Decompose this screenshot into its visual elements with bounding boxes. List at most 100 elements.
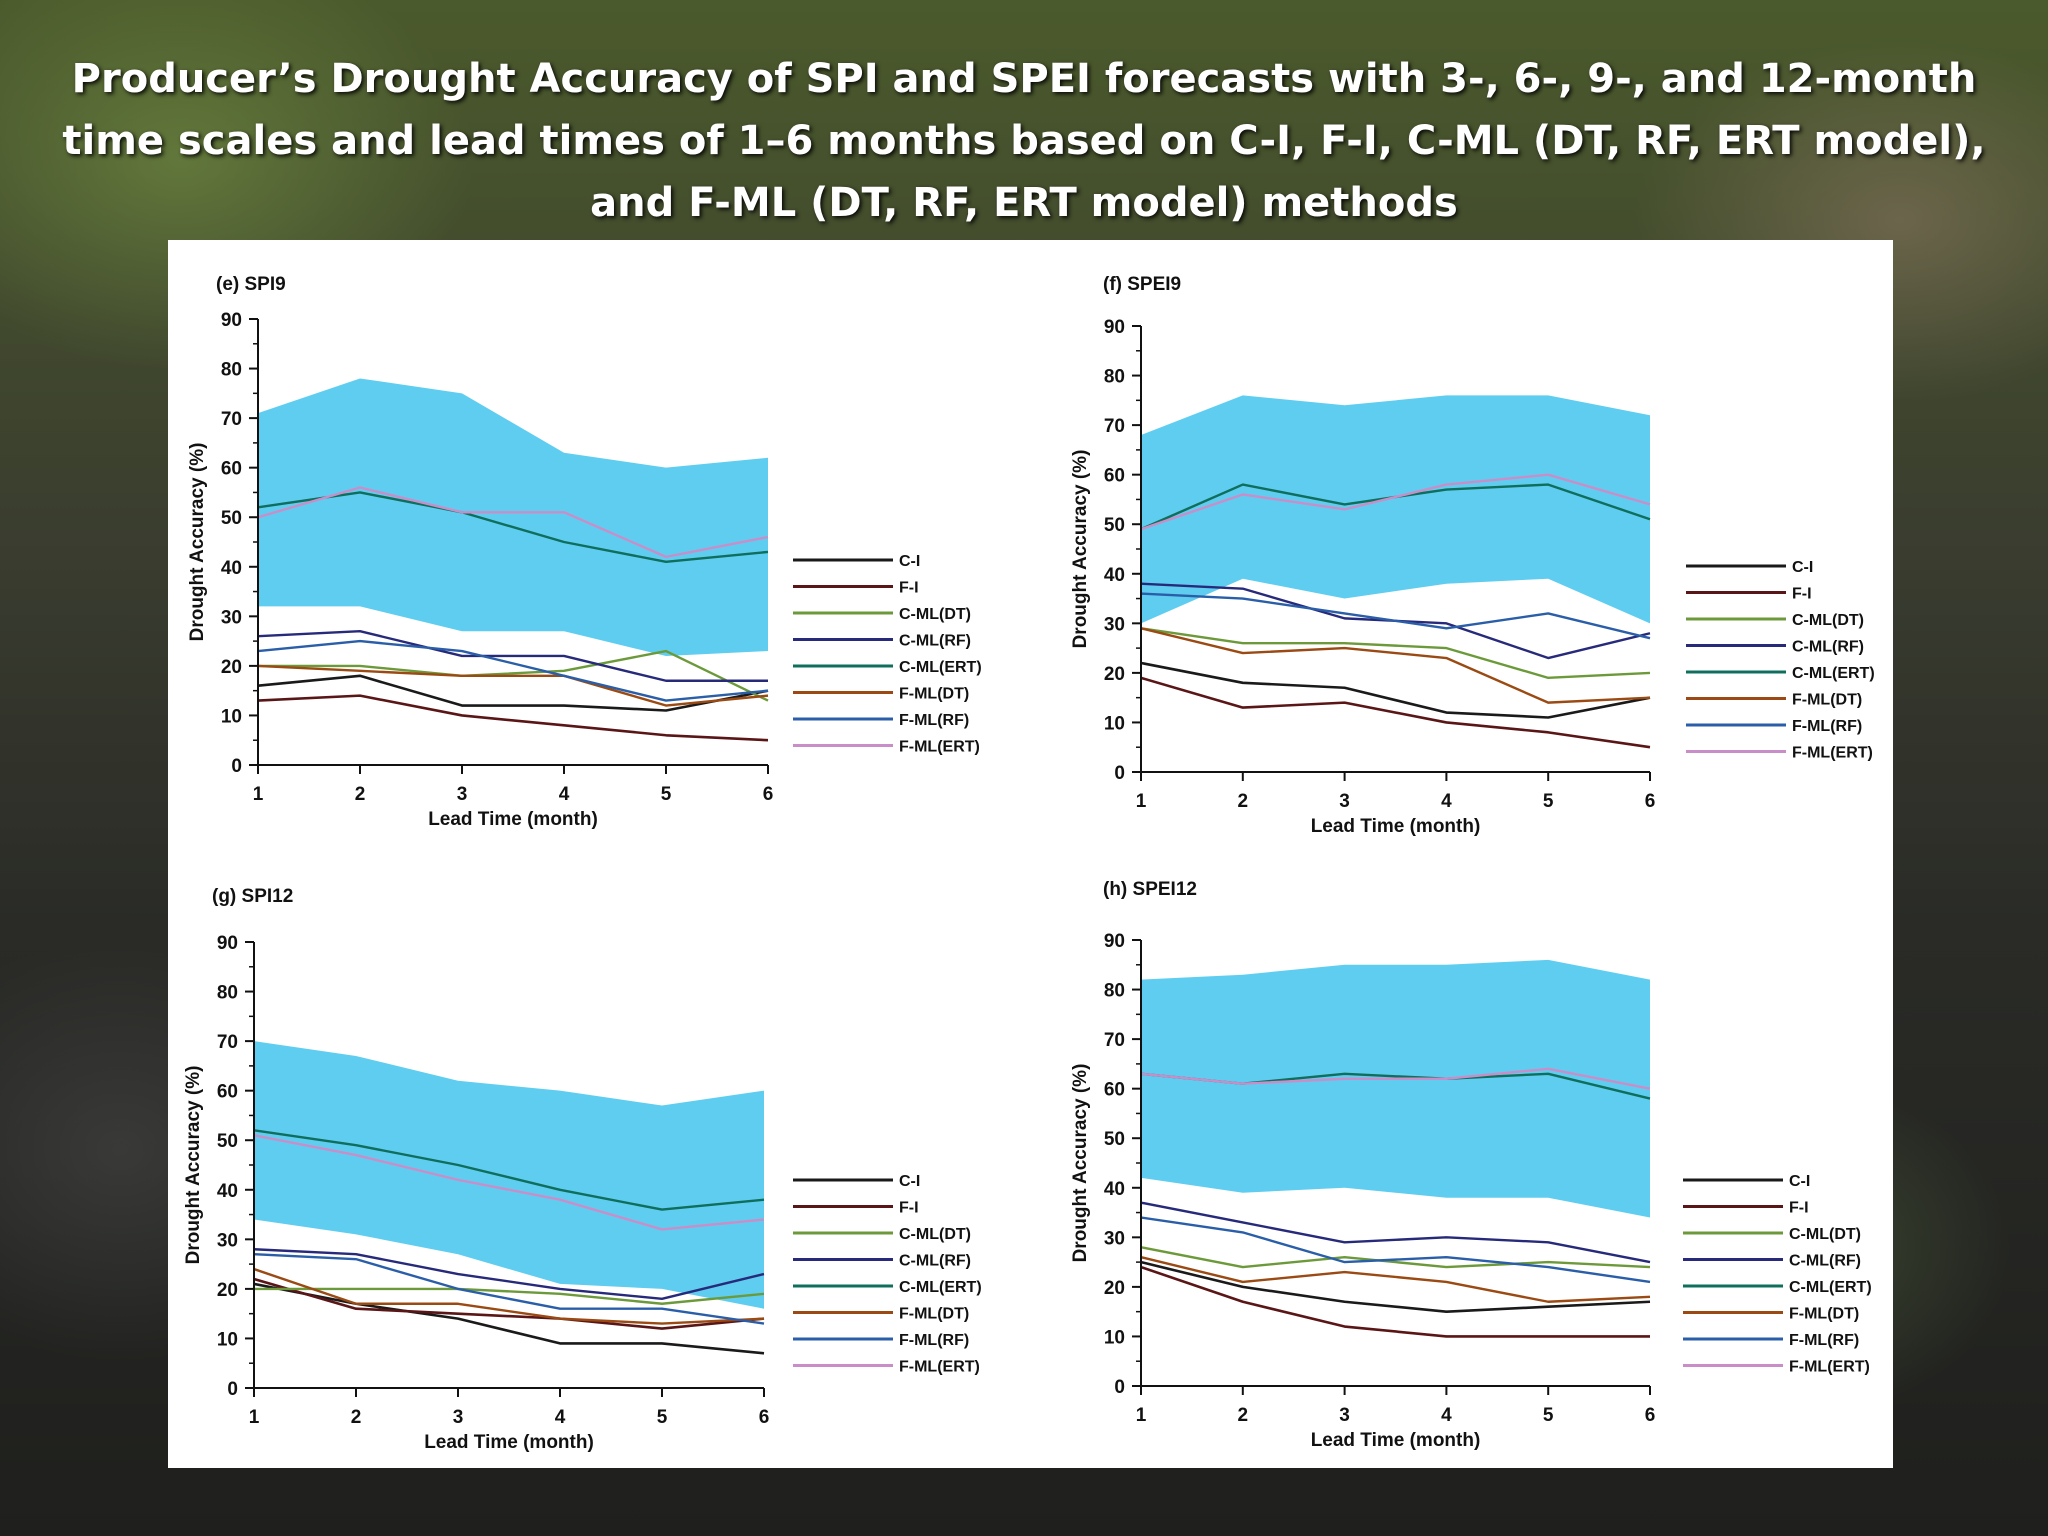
y-tick-label: 70 bbox=[217, 1032, 238, 1053]
y-axis-label: Drought Accuracy (%) bbox=[1070, 1064, 1091, 1263]
y-tick-label: 10 bbox=[221, 706, 242, 727]
y-axis-label: Drought Accuracy (%) bbox=[1070, 450, 1091, 649]
y-tick-label: 0 bbox=[231, 756, 242, 777]
series-line-c-mldt bbox=[254, 1287, 765, 1305]
legend-label: C-ML(DT) bbox=[1792, 612, 1864, 629]
legend-label: F-ML(ERT) bbox=[899, 1359, 980, 1376]
y-axis-label: Drought Accuracy (%) bbox=[183, 1066, 204, 1265]
legend-label: F-ML(DT) bbox=[1792, 692, 1862, 709]
y-tick-label: 40 bbox=[1104, 565, 1125, 586]
y-tick-label: 20 bbox=[221, 657, 242, 678]
x-tick-label: 5 bbox=[1543, 1405, 1554, 1426]
y-tick-label: 0 bbox=[1114, 1377, 1125, 1398]
subplot-title: (g) SPI12 bbox=[212, 886, 293, 907]
legend-label: C-ML(ERT) bbox=[1792, 665, 1875, 682]
x-tick-label: 2 bbox=[1238, 1405, 1249, 1426]
series-line-f-mldt bbox=[1140, 1255, 1651, 1303]
series-line-c-i bbox=[253, 1282, 765, 1355]
y-tick-label: 70 bbox=[1104, 416, 1125, 437]
y-tick-label: 40 bbox=[1104, 1179, 1125, 1200]
y-tick-label: 60 bbox=[217, 1082, 238, 1103]
x-tick-label: 3 bbox=[1339, 1405, 1350, 1426]
y-tick-label: 90 bbox=[1104, 931, 1125, 952]
y-tick-label: 80 bbox=[221, 360, 242, 381]
legend-label: C-ML(DT) bbox=[899, 1226, 971, 1243]
series-line-c-i bbox=[257, 674, 769, 712]
x-tick-label: 3 bbox=[457, 784, 468, 805]
legend-label: F-I bbox=[899, 1200, 919, 1217]
y-tick-label: 20 bbox=[217, 1280, 238, 1301]
x-tick-label: 6 bbox=[763, 784, 774, 805]
x-tick-label: 4 bbox=[555, 1407, 566, 1428]
legend-label: F-ML(DT) bbox=[899, 686, 969, 703]
legend-label: F-ML(DT) bbox=[899, 1306, 969, 1323]
legend-label: F-ML(DT) bbox=[1789, 1306, 1859, 1323]
series-line-c-mlert bbox=[253, 1129, 765, 1211]
y-tick-label: 10 bbox=[1104, 713, 1125, 734]
series-line-c-mldt bbox=[258, 649, 769, 702]
x-tick-label: 2 bbox=[1238, 791, 1249, 812]
legend-label: F-I bbox=[1792, 586, 1812, 603]
accuracy-band bbox=[258, 378, 768, 656]
legend-label: C-I bbox=[1792, 559, 1813, 576]
subplot-title: (e) SPI9 bbox=[216, 274, 286, 295]
x-tick-label: 1 bbox=[1136, 791, 1147, 812]
series-line-f-mldt bbox=[1140, 627, 1651, 704]
x-tick-label: 6 bbox=[759, 1407, 770, 1428]
legend-label: C-ML(ERT) bbox=[899, 1279, 982, 1296]
y-tick-label: 90 bbox=[217, 933, 238, 954]
x-tick-label: 4 bbox=[1441, 791, 1452, 812]
legend-label: C-ML(RF) bbox=[1792, 639, 1864, 656]
series-line-c-mlert bbox=[257, 491, 769, 564]
series-line-f-i bbox=[1140, 676, 1651, 749]
x-tick-label: 1 bbox=[253, 784, 264, 805]
x-axis-label: Lead Time (month) bbox=[428, 809, 598, 830]
series-line-f-mlert bbox=[1140, 473, 1651, 531]
legend-label: F-ML(RF) bbox=[1789, 1332, 1859, 1349]
series-line-c-mlrf bbox=[257, 630, 768, 682]
legend-label: F-ML(RF) bbox=[1792, 718, 1862, 735]
x-axis-label: Lead Time (month) bbox=[1311, 816, 1481, 837]
y-tick-label: 80 bbox=[1104, 981, 1125, 1002]
y-tick-label: 0 bbox=[227, 1379, 238, 1400]
subplot-title: (f) SPEI9 bbox=[1103, 274, 1181, 295]
legend-label: F-I bbox=[1789, 1200, 1809, 1217]
subplot-3: 0 10 20 30 40 50 60 70 80 90 1 2 3 4 5 6 Lead Time (mont… bbox=[1070, 879, 1872, 1451]
x-tick-label: 6 bbox=[1645, 1405, 1656, 1426]
y-tick-label: 40 bbox=[217, 1181, 238, 1202]
series-line-f-mlrf bbox=[257, 639, 769, 702]
y-tick-label: 50 bbox=[1104, 515, 1125, 536]
y-tick-label: 30 bbox=[1104, 1228, 1125, 1249]
y-tick-label: 30 bbox=[221, 607, 242, 628]
series-line-f-mldt bbox=[253, 1267, 765, 1325]
y-tick-label: 80 bbox=[1104, 367, 1125, 388]
series-line-f-i bbox=[1140, 1265, 1650, 1338]
x-tick-label: 5 bbox=[661, 784, 672, 805]
legend-label: C-ML(ERT) bbox=[899, 659, 982, 676]
y-tick-label: 0 bbox=[1114, 763, 1125, 784]
y-tick-label: 10 bbox=[217, 1329, 238, 1350]
series-line-f-mlert bbox=[253, 1134, 765, 1231]
series-line-c-i bbox=[1140, 661, 1651, 719]
subplot-1: 0 10 20 30 40 50 60 70 80 90 1 2 3 4 5 6 Lead Time (mont… bbox=[1070, 274, 1875, 837]
accuracy-band bbox=[1141, 959, 1650, 1218]
accuracy-band bbox=[254, 1041, 764, 1309]
series-line-f-mlrf bbox=[1140, 592, 1651, 640]
y-axis-label: Drought Accuracy (%) bbox=[187, 443, 208, 642]
legend-label: F-I bbox=[899, 580, 919, 597]
x-tick-label: 5 bbox=[1543, 791, 1554, 812]
legend-label: C-I bbox=[1789, 1173, 1810, 1190]
x-tick-label: 1 bbox=[1136, 1405, 1147, 1426]
legend-label: C-ML(DT) bbox=[899, 606, 971, 623]
x-tick-label: 5 bbox=[657, 1407, 668, 1428]
y-tick-label: 90 bbox=[221, 310, 242, 331]
series-line-f-mlert bbox=[257, 486, 769, 559]
legend-label: F-ML(ERT) bbox=[1792, 745, 1873, 762]
subplot-title: (h) SPEI12 bbox=[1103, 879, 1197, 900]
series-line-f-mlert bbox=[1140, 1067, 1651, 1090]
legend-label: C-ML(RF) bbox=[899, 1253, 971, 1270]
series-line-c-mldt bbox=[1140, 1246, 1651, 1269]
x-axis-label: Lead Time (month) bbox=[1311, 1430, 1481, 1451]
x-tick-label: 6 bbox=[1645, 791, 1656, 812]
y-tick-label: 60 bbox=[1104, 466, 1125, 487]
